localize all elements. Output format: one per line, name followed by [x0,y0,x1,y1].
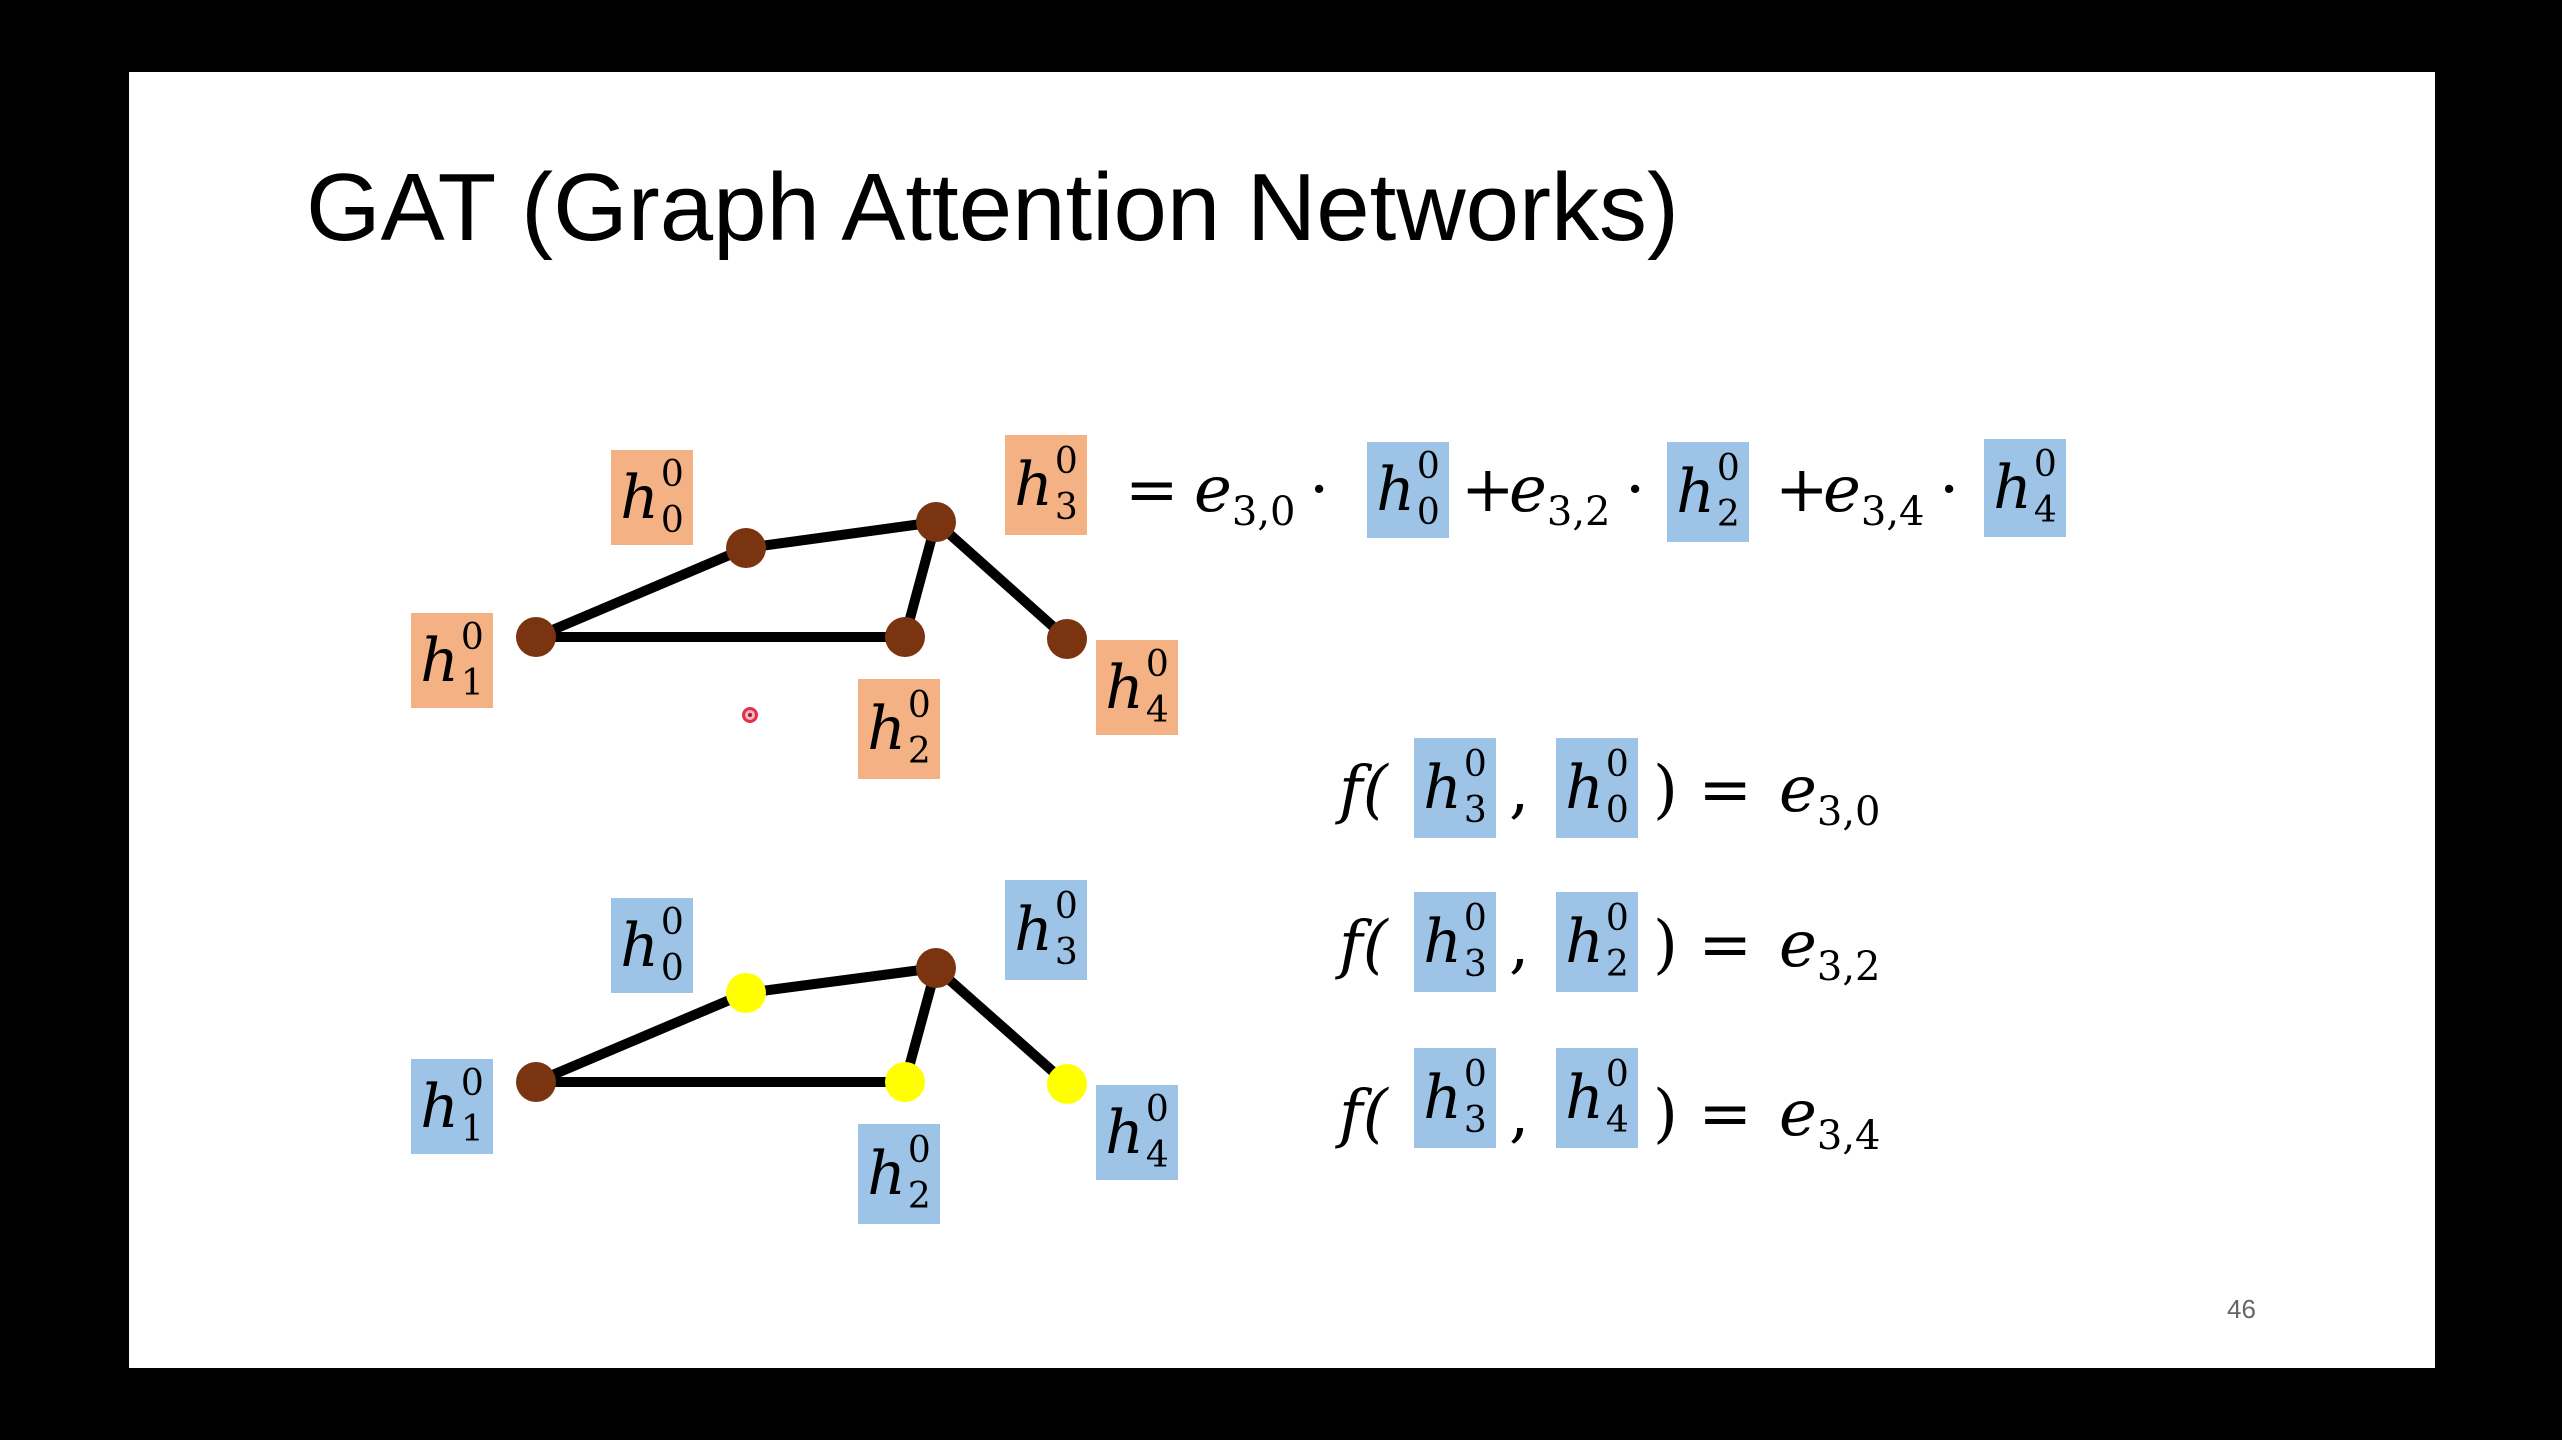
node-2 [885,1062,925,1102]
f-eq-2-open: f( [1339,908,1388,982]
node-1 [516,617,556,657]
f-eq-1-open: f( [1339,753,1388,827]
f-eq-2-close: ) = [1653,908,1752,982]
eq-plus2: + [1461,453,1515,527]
f-eq-1-close: ) = [1653,753,1752,827]
node-3 [916,502,956,542]
slide-title: GAT (Graph Attention Networks) [306,154,1679,261]
f-eq-3-close: ) = [1653,1077,1752,1151]
edge-0-3 [741,517,941,553]
edge-3-4 [931,963,1072,1089]
node-0 [726,528,766,568]
node-4 [1047,619,1087,659]
f-eq-2-comma: , [1509,908,1530,982]
node-0 [726,973,766,1013]
f-eq-1-e: e3,0 [1779,753,1881,835]
node-3 [916,948,956,988]
node-1 [516,1062,556,1102]
graph-diagrams [516,502,1087,1104]
laser-pointer-icon [742,707,758,723]
eq-dot2: · [1625,453,1646,527]
page-number: 46 [2227,1294,2256,1324]
edge-1-0 [531,988,751,1087]
f-eq-3-e: e3,4 [1779,1077,1881,1159]
slide: GAT (Graph Attention Networks) [129,72,2435,1368]
f-eq-1-comma: , [1509,753,1530,827]
eq-dot1: · [1309,453,1330,527]
eq-term1: e3,0 [1194,453,1296,535]
eq-term3: e3,4 [1823,453,1925,535]
f-eq-3-open: f( [1339,1077,1388,1151]
eq-dot3: · [1939,453,1960,527]
eq-term2: e3,2 [1509,453,1611,535]
eq-plus3: + [1775,453,1829,527]
eq-equals: = [1125,453,1179,527]
edge-0-3 [741,963,941,998]
f-eq-2-e: e3,2 [1779,908,1881,990]
edge-1-0 [531,543,751,642]
bottom-graph-nodes [516,948,1087,1104]
f-eq-3-comma: , [1509,1077,1530,1151]
node-2 [885,617,925,657]
node-4 [1047,1064,1087,1104]
edge-3-4 [931,517,1072,644]
top-graph-nodes [516,502,1087,659]
